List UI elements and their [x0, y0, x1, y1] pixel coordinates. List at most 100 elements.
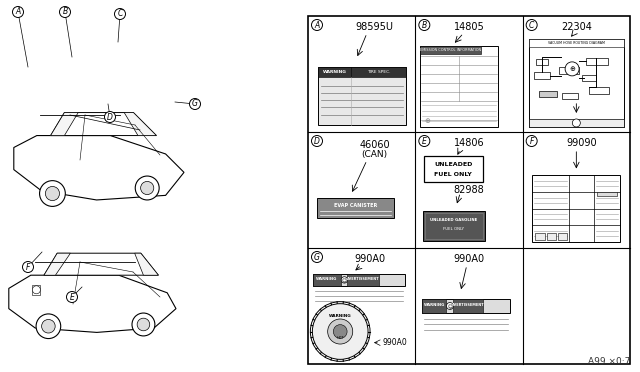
Polygon shape	[9, 275, 176, 333]
Bar	[314, 273, 404, 286]
Circle shape	[141, 182, 154, 195]
Bar	[351, 67, 406, 77]
Bar	[570, 175, 594, 192]
Circle shape	[341, 277, 348, 283]
Bar	[347, 273, 379, 286]
Text: E: E	[422, 137, 427, 145]
Circle shape	[312, 135, 323, 147]
Text: 14805: 14805	[454, 22, 484, 32]
Text: WARNING: WARNING	[424, 303, 445, 307]
Circle shape	[526, 19, 537, 31]
Text: EVAP CANISTER: EVAP CANISTER	[333, 202, 377, 208]
Polygon shape	[44, 253, 159, 275]
Bar	[562, 93, 578, 99]
Text: 82988: 82988	[454, 185, 484, 195]
Polygon shape	[51, 113, 78, 135]
Text: WARNING: WARNING	[329, 314, 351, 318]
Circle shape	[137, 318, 150, 331]
Text: (CAN): (CAN)	[362, 150, 388, 158]
Text: FUEL ONLY: FUEL ONLY	[444, 227, 465, 231]
Bar	[425, 213, 483, 239]
Bar	[536, 59, 548, 65]
Text: 14806: 14806	[454, 138, 484, 148]
Text: 990A0: 990A0	[382, 338, 407, 347]
Text: FUEL ONLY: FUEL ONLY	[435, 172, 472, 177]
Bar	[534, 72, 550, 79]
Bar	[597, 192, 618, 196]
Polygon shape	[124, 113, 156, 135]
Text: 990A0: 990A0	[355, 254, 386, 264]
Bar	[308, 16, 630, 364]
Bar	[317, 67, 406, 125]
Circle shape	[312, 251, 323, 263]
Text: A99 ×0·7: A99 ×0·7	[588, 357, 630, 366]
Text: UNLEADED: UNLEADED	[435, 161, 472, 167]
Bar	[529, 39, 623, 127]
Bar	[532, 225, 570, 242]
Circle shape	[40, 181, 65, 206]
Text: UNLEADED GASOLINE: UNLEADED GASOLINE	[430, 218, 477, 222]
Bar	[420, 46, 481, 54]
Text: F: F	[26, 263, 30, 272]
Text: ☺: ☺	[447, 304, 452, 308]
Text: 22304: 22304	[561, 22, 592, 32]
Circle shape	[135, 176, 159, 200]
Circle shape	[104, 112, 115, 122]
Text: A: A	[314, 20, 319, 29]
Bar	[529, 119, 623, 127]
Circle shape	[45, 186, 60, 201]
Text: HOT: HOT	[337, 337, 344, 340]
Polygon shape	[44, 253, 70, 275]
Bar	[582, 75, 596, 81]
Circle shape	[13, 6, 24, 17]
Text: G: G	[314, 253, 320, 262]
Circle shape	[328, 319, 353, 344]
Circle shape	[312, 304, 368, 359]
Text: C: C	[117, 10, 123, 19]
Circle shape	[189, 99, 200, 109]
Bar	[589, 87, 609, 94]
Polygon shape	[51, 113, 156, 135]
Bar	[33, 285, 40, 295]
Text: B: B	[422, 20, 427, 29]
Circle shape	[22, 262, 33, 273]
Text: WARNING: WARNING	[316, 277, 338, 281]
Text: ☺: ☺	[342, 278, 347, 282]
Circle shape	[447, 302, 453, 310]
Bar	[422, 299, 510, 313]
Circle shape	[36, 314, 61, 339]
Polygon shape	[14, 135, 184, 200]
Text: EMISSION CONTROL INFORMATION: EMISSION CONTROL INFORMATION	[420, 48, 481, 52]
Circle shape	[333, 325, 347, 339]
Bar	[586, 58, 608, 65]
Text: E: E	[70, 292, 74, 301]
Text: B: B	[62, 7, 68, 16]
Text: C: C	[529, 20, 534, 29]
Text: 98595U: 98595U	[356, 22, 394, 32]
Bar	[317, 198, 394, 218]
Bar	[558, 234, 567, 240]
Text: F: F	[529, 137, 534, 145]
Text: 99090: 99090	[566, 138, 597, 148]
Bar	[535, 234, 545, 240]
Bar	[559, 67, 579, 74]
Text: 46060: 46060	[359, 140, 390, 150]
Text: ⊕: ⊕	[569, 66, 575, 72]
Circle shape	[526, 135, 537, 147]
Circle shape	[60, 6, 70, 17]
Bar	[529, 39, 623, 47]
Bar	[317, 67, 351, 77]
Circle shape	[419, 135, 430, 147]
Text: TIRE SPEC.: TIRE SPEC.	[367, 70, 390, 74]
Circle shape	[33, 286, 40, 294]
Circle shape	[572, 119, 580, 127]
Circle shape	[565, 62, 579, 76]
Circle shape	[67, 292, 77, 302]
Bar	[424, 156, 483, 182]
Text: A: A	[15, 7, 20, 16]
Circle shape	[419, 19, 430, 31]
Circle shape	[132, 313, 155, 336]
Bar	[532, 175, 620, 242]
Text: ⊕: ⊕	[424, 118, 430, 124]
Bar	[539, 91, 557, 97]
